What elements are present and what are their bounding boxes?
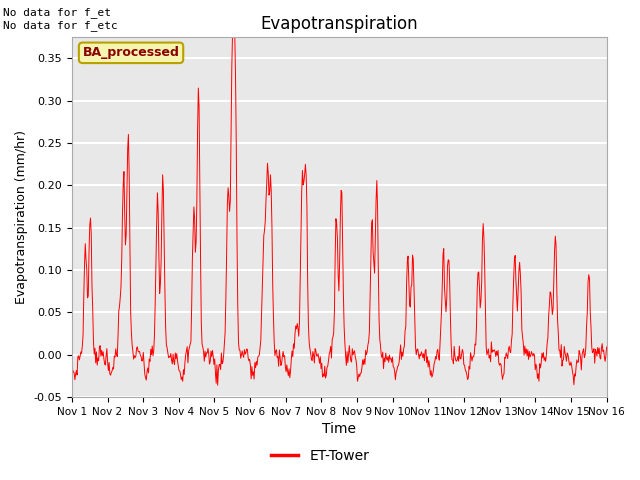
- Title: Evapotranspiration: Evapotranspiration: [260, 15, 418, 33]
- Text: BA_processed: BA_processed: [83, 47, 179, 60]
- X-axis label: Time: Time: [323, 422, 356, 436]
- Text: No data for f_et
No data for f_etc: No data for f_et No data for f_etc: [3, 7, 118, 31]
- Legend: ET-Tower: ET-Tower: [265, 443, 375, 468]
- Y-axis label: Evapotranspiration (mm/hr): Evapotranspiration (mm/hr): [15, 130, 28, 304]
